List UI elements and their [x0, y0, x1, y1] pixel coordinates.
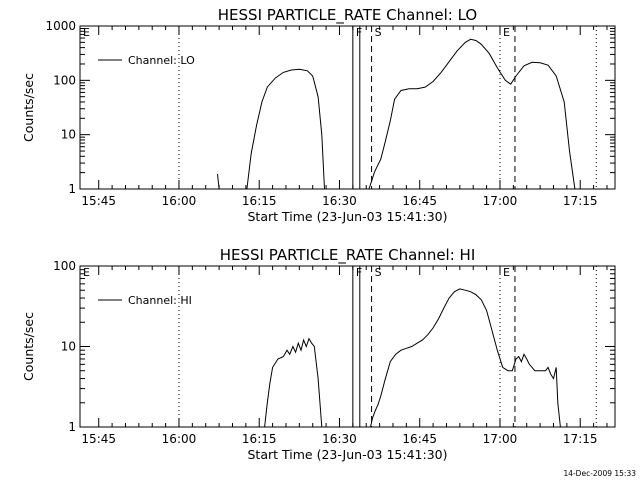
series-line	[368, 38, 576, 190]
panel-lo: HESSI PARTICLE_RATE Channel: LO E F S E 15:45…	[21, 6, 616, 224]
y-axis-label: Counts/sec	[21, 312, 36, 381]
x-axis-label: Start Time (23-Jun-03 15:41:30)	[248, 209, 448, 224]
event-marker-label: S	[375, 266, 382, 279]
x-tick-label: 15:45	[81, 432, 116, 446]
x-tick-label: 16:45	[402, 194, 437, 208]
event-marker-label: S	[375, 26, 382, 39]
plot-frame	[79, 265, 616, 428]
x-tick-label: 15:45	[81, 194, 116, 208]
y-axis-label: Counts/sec	[21, 73, 36, 142]
event-marker-label: E	[503, 266, 510, 279]
y-tick-label: 1	[68, 182, 76, 196]
x-tick-label: 17:00	[483, 432, 518, 446]
y-tick-label: 10	[61, 340, 76, 354]
plot-timestamp: 14-Dec-2009 15:33	[563, 469, 636, 478]
series-line	[264, 337, 323, 428]
x-tick-label: 16:30	[322, 432, 357, 446]
x-tick-label: 17:15	[563, 432, 598, 446]
x-tick-label: 16:15	[242, 194, 277, 208]
x-axis-label: Start Time (23-Jun-03 15:41:30)	[248, 447, 448, 462]
y-tick-label: 1	[68, 420, 76, 434]
x-tick-label: 17:00	[483, 194, 518, 208]
legend-label: Channel: LO	[128, 54, 195, 67]
legend-label: Channel: HI	[128, 294, 192, 307]
series-line	[370, 288, 561, 428]
x-tick-label: 16:30	[322, 194, 357, 208]
y-tick-label: 10	[61, 128, 76, 142]
y-tick-label: 100	[53, 259, 76, 273]
event-marker-label: E	[83, 26, 90, 39]
y-tick-label: 100	[53, 73, 76, 87]
x-tick-label: 16:00	[162, 432, 197, 446]
series-line	[246, 68, 325, 190]
x-tick-label: 17:15	[563, 194, 598, 208]
event-marker-label: E	[503, 26, 510, 39]
x-tick-label: 16:45	[402, 432, 437, 446]
plot-frame	[79, 25, 616, 190]
x-tick-label: 16:15	[242, 432, 277, 446]
panel-hi: HESSI PARTICLE_RATE Channel: HI E F S E 15:45…	[21, 246, 616, 462]
event-marker-label: F	[356, 266, 362, 279]
y-tick-label: 1000	[45, 19, 76, 33]
chart-title: HESSI PARTICLE_RATE Channel: HI	[220, 246, 476, 265]
event-marker-label: E	[83, 266, 90, 279]
chart-title: HESSI PARTICLE_RATE Channel: LO	[218, 6, 477, 25]
x-tick-label: 16:00	[162, 194, 197, 208]
event-marker-label: F	[356, 26, 362, 39]
